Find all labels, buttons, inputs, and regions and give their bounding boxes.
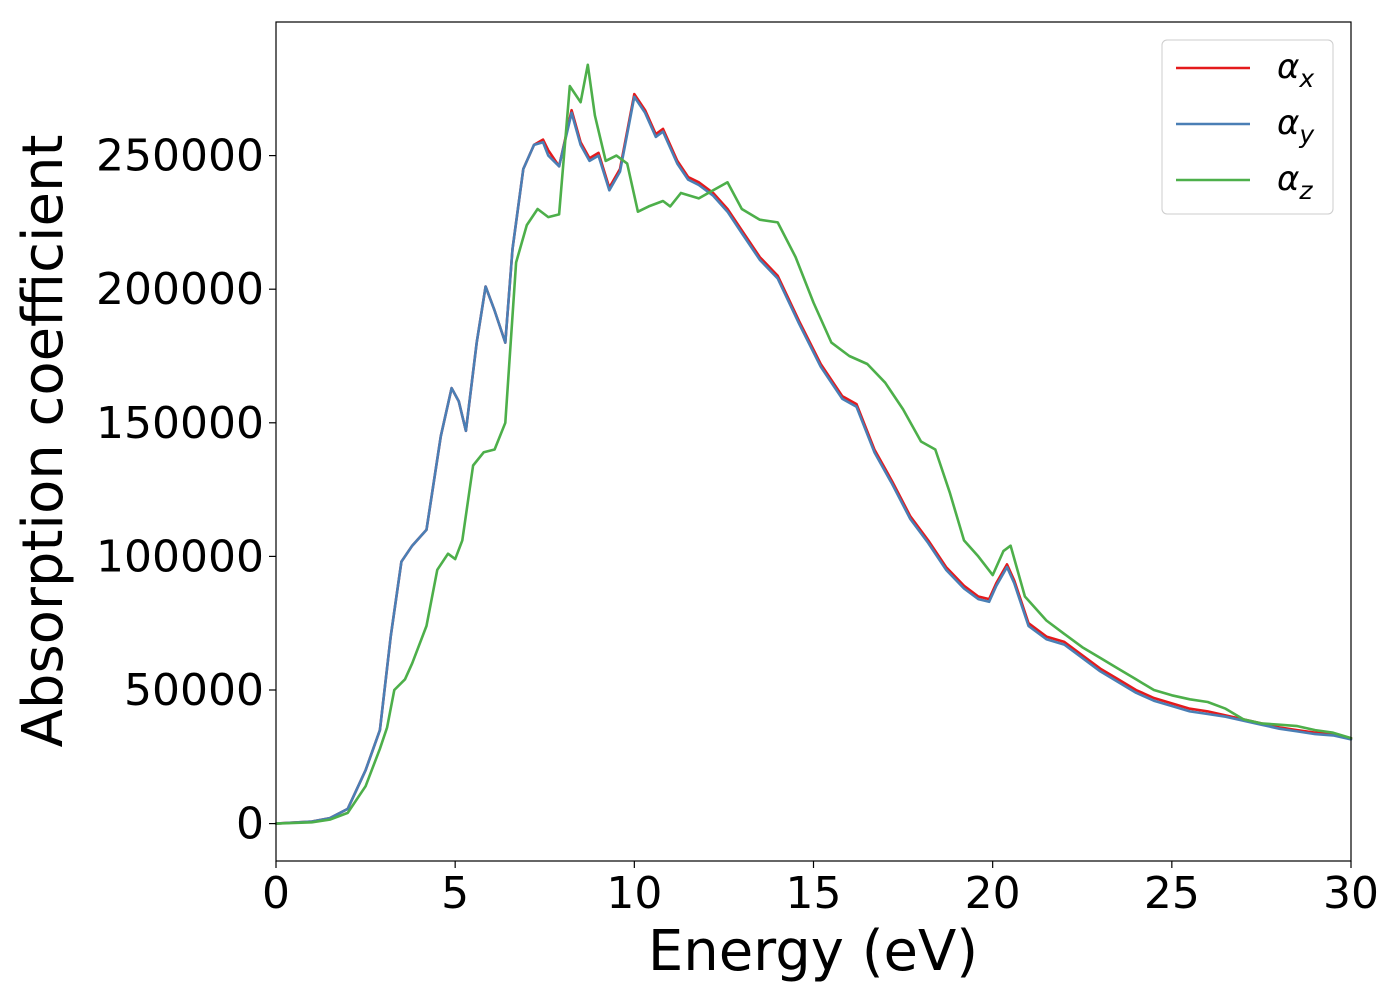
legend-label-y: αy bbox=[1277, 103, 1315, 149]
legend-label-x: αx bbox=[1277, 47, 1314, 93]
series-layer bbox=[274, 63, 1353, 825]
y-axis: 0 50000 100000 150000 200000 250000 bbox=[96, 131, 276, 850]
legend-box bbox=[1161, 39, 1334, 215]
x-tick-label: 20 bbox=[965, 868, 1021, 919]
x-axis: 0 5 10 15 20 25 30 bbox=[262, 861, 1379, 919]
series-line-z bbox=[274, 63, 1353, 825]
legend-label-z: αz bbox=[1277, 159, 1313, 205]
y-tick-label: 150000 bbox=[96, 398, 264, 449]
legend: αx αy αz bbox=[1161, 39, 1334, 215]
y-tick-label: 250000 bbox=[96, 131, 264, 182]
x-tick-label: 30 bbox=[1323, 868, 1379, 919]
y-tick-label: 200000 bbox=[96, 264, 264, 315]
y-axis-title: Absorption coefficient bbox=[11, 135, 76, 748]
x-tick-label: 10 bbox=[606, 868, 662, 919]
series-line-y bbox=[274, 95, 1353, 825]
x-axis-title: Energy (eV) bbox=[648, 919, 978, 984]
y-tick-label: 50000 bbox=[124, 665, 264, 716]
y-tick-label: 0 bbox=[236, 799, 264, 850]
x-tick-label: 25 bbox=[1144, 868, 1200, 919]
x-tick-label: 5 bbox=[441, 868, 469, 919]
x-tick-label: 15 bbox=[786, 868, 842, 919]
y-tick-label: 100000 bbox=[96, 531, 264, 582]
x-tick-label: 0 bbox=[262, 868, 290, 919]
